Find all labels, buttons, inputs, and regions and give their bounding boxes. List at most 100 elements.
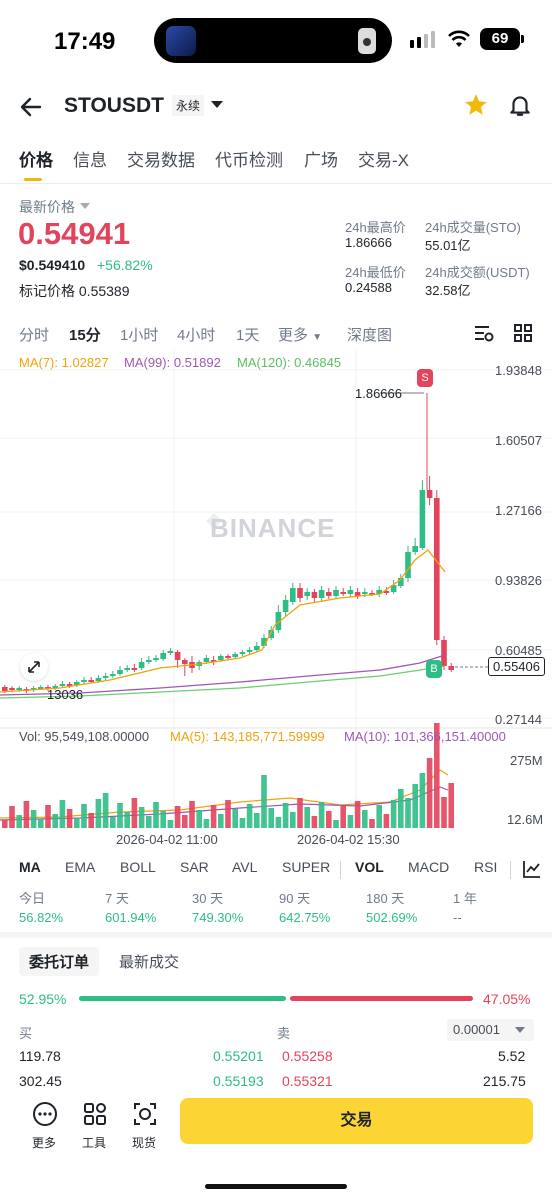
ask-price[interactable]: 0.55321 [282, 1073, 333, 1089]
depth-chart-tab[interactable]: 深度图 [347, 327, 393, 344]
candle-body [390, 585, 397, 592]
tab-info[interactable]: 信息 [73, 151, 107, 170]
candle-body [153, 658, 159, 660]
candle-body [52, 686, 58, 688]
indicator-super[interactable]: SUPER [282, 859, 331, 875]
star-icon[interactable] [463, 92, 489, 118]
volume-bar [110, 817, 116, 828]
tab-token-check[interactable]: 代币检测 [215, 151, 283, 170]
interval-timeshare[interactable]: 分时 [19, 327, 50, 344]
volume-bar [16, 815, 22, 828]
more-icon [33, 1102, 57, 1126]
volume-bar [2, 820, 8, 828]
interval-1d[interactable]: 1天 [236, 327, 260, 344]
indicator-macd[interactable]: MACD [408, 859, 450, 875]
interval-1h[interactable]: 1小时 [120, 327, 159, 344]
volume-bar [390, 800, 397, 828]
chevron-down-icon [515, 1027, 525, 1033]
back-arrow-icon[interactable] [16, 92, 46, 122]
volume-bar [333, 820, 339, 828]
candlestick-chart[interactable] [0, 350, 552, 830]
candle-body [30, 688, 37, 690]
perf-label-90d: 90 天 [279, 891, 311, 906]
volume-bar [167, 820, 174, 828]
volume-bar [434, 723, 440, 828]
perf-value-90d: 642.75% [279, 910, 331, 925]
bid-price[interactable]: 0.55201 [213, 1048, 264, 1064]
more-button[interactable]: 更多 [30, 1100, 60, 1150]
app-icon [166, 26, 196, 56]
candle-body [275, 612, 282, 630]
indicator-boll[interactable]: BOLL [120, 859, 156, 875]
volume-bar [131, 798, 138, 828]
buy-ratio-percent: 52.95% [19, 991, 67, 1007]
candle-body [354, 592, 361, 596]
volume-bar [275, 817, 282, 828]
main-tabs: 价格 信息 交易数据 代币检测 广场 交易-X [0, 138, 552, 182]
volume-legend: Vol: 95,549,108.00000 [19, 729, 150, 744]
layout-grid-icon[interactable] [513, 323, 533, 343]
tab-trading-data[interactable]: 交易数据 [127, 151, 195, 170]
candles [2, 393, 454, 693]
indicator-ma[interactable]: MA [19, 859, 41, 875]
sell-marker[interactable]: S [417, 369, 433, 387]
volume-bar [218, 814, 224, 828]
volume-bar [362, 810, 368, 828]
trade-button[interactable]: 交易 [180, 1098, 533, 1144]
indicator-ema[interactable]: EMA [65, 859, 96, 875]
bid-price[interactable]: 0.55193 [213, 1073, 264, 1089]
tab-price[interactable]: 价格 [19, 151, 53, 170]
interval-more-label: 更多 [278, 327, 309, 344]
precision-select[interactable]: 0.00001 [447, 1019, 534, 1041]
volume-bar [210, 805, 217, 828]
interval-15m[interactable]: 15分 [69, 327, 101, 344]
tab-order-book[interactable]: 委托订单 [19, 947, 100, 976]
perf-label-30d: 30 天 [192, 891, 224, 906]
sell-ratio-percent: 47.05% [483, 991, 531, 1007]
spot-button[interactable]: 现货 [130, 1100, 160, 1150]
indicator-sar[interactable]: SAR [180, 859, 209, 875]
candle-body [448, 666, 454, 670]
ask-price[interactable]: 0.55258 [282, 1048, 333, 1064]
fullscreen-button[interactable] [20, 653, 48, 681]
symbol-title[interactable]: STOUSDT [64, 94, 164, 117]
tab-square[interactable]: 广场 [304, 151, 338, 170]
volume-bar [426, 758, 433, 828]
candle-body [2, 687, 8, 691]
tools-icon [84, 1103, 106, 1125]
volume-bar [182, 815, 188, 828]
indicator-vol[interactable]: VOL [355, 859, 384, 875]
volume-bar [138, 807, 145, 828]
indicator-settings-icon[interactable] [473, 323, 495, 343]
contract-type-badge: 永续 [172, 95, 205, 116]
interval-more[interactable]: 更多 ▼ [278, 324, 322, 345]
candle-body [268, 630, 274, 638]
tab-recent-trades[interactable]: 最新成交 [119, 954, 180, 971]
header: STOUSDT 永续 [0, 82, 552, 130]
volume-bar [398, 789, 404, 828]
interval-4h[interactable]: 4小时 [177, 327, 216, 344]
candle-body [138, 662, 145, 668]
tools-label: 工具 [82, 1136, 107, 1150]
volume-bar [290, 812, 296, 828]
expand-icon [28, 661, 40, 673]
indicator-avl[interactable]: AVL [232, 859, 258, 875]
volume-bar [441, 797, 447, 828]
volume-bar [448, 783, 454, 828]
bell-icon[interactable] [507, 92, 533, 118]
chevron-down-icon[interactable] [211, 101, 223, 108]
chevron-down-icon[interactable] [80, 203, 90, 209]
candle-body [117, 670, 123, 674]
indicator-rsi[interactable]: RSI [474, 859, 498, 875]
volume-bar [347, 815, 354, 828]
last-price-label[interactable]: 最新价格 [19, 199, 75, 215]
candle-body [218, 656, 224, 660]
tab-trade-x[interactable]: 交易-X [358, 151, 409, 170]
section-divider [0, 932, 552, 938]
buy-marker[interactable]: B [426, 660, 442, 678]
perf-label-180d: 180 天 [366, 891, 405, 906]
candle-body [95, 678, 102, 681]
candle-body [59, 684, 66, 686]
chart-settings-icon[interactable] [522, 859, 542, 879]
tools-button[interactable]: 工具 [80, 1100, 110, 1150]
